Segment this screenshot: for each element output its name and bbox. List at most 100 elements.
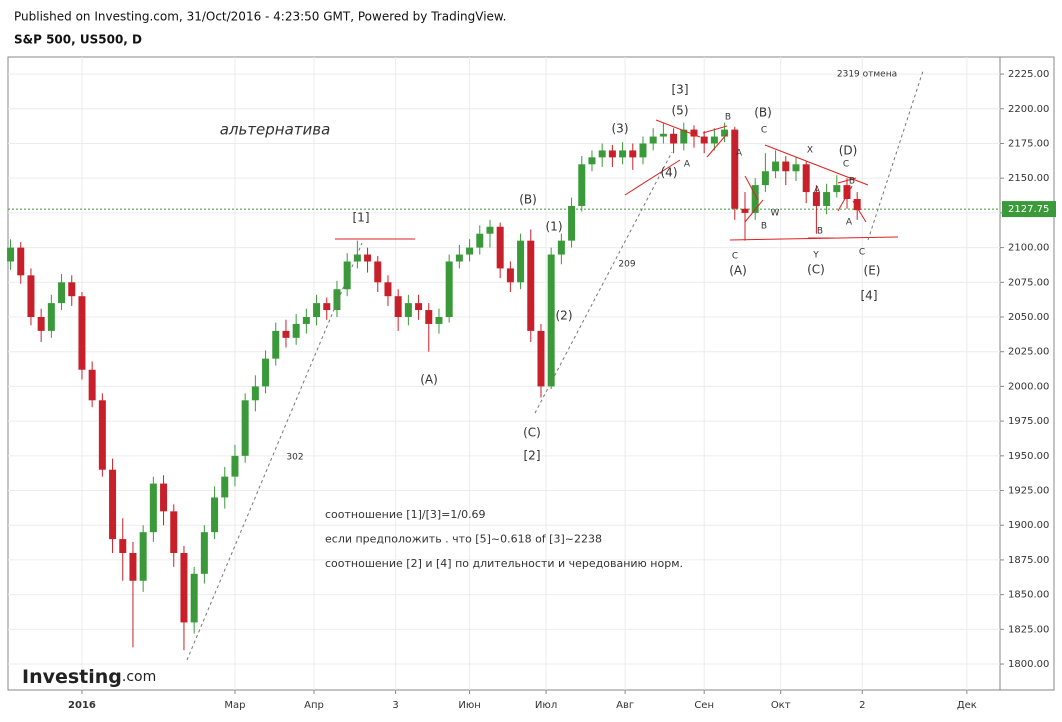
candle-body xyxy=(149,483,157,533)
y-tick-label: 1800.00 xyxy=(1008,659,1049,670)
candle-body xyxy=(241,400,249,456)
wave-label: 209 xyxy=(618,260,635,270)
y-tick-label: 2200.00 xyxy=(1008,104,1049,115)
candle-body xyxy=(251,386,259,401)
published: Published on Investing.com, 31/Oct/2016 … xyxy=(14,10,506,24)
wave-label: [1] xyxy=(353,211,370,225)
wave-label: (C) xyxy=(807,263,825,277)
wave-label: (2) xyxy=(556,309,573,323)
candle-body xyxy=(292,323,300,338)
logo-suffix: .com xyxy=(122,669,156,685)
wave-label: (1) xyxy=(546,220,563,234)
candle-body xyxy=(537,330,545,387)
wave-label: X xyxy=(807,146,813,156)
candle-body xyxy=(98,400,106,470)
candle-body xyxy=(37,317,45,331)
wave-label: C xyxy=(761,126,767,136)
candle-body xyxy=(231,455,239,477)
candle-body xyxy=(180,552,188,623)
x-tick-label: Мар xyxy=(224,700,245,711)
logo-name: Investing xyxy=(22,666,122,688)
candle-body xyxy=(455,254,463,262)
candle-body xyxy=(517,240,525,283)
candle-body xyxy=(170,511,178,553)
candle-body xyxy=(598,150,606,158)
wave-label: B xyxy=(761,222,767,232)
candle-body xyxy=(262,358,270,387)
candle-body xyxy=(588,157,596,165)
x-tick-label: Окт xyxy=(771,700,791,711)
y-tick-label: 1950.00 xyxy=(1008,451,1049,462)
candle-body xyxy=(772,161,780,172)
candle-body xyxy=(394,296,402,318)
x-tick-label: 2016 xyxy=(68,700,96,711)
wave-label: C xyxy=(859,248,865,258)
candle-body xyxy=(843,185,851,200)
y-tick-label: 1875.00 xyxy=(1008,555,1049,566)
candle-body xyxy=(333,289,341,311)
drawings xyxy=(186,70,924,661)
candle-body xyxy=(833,185,841,193)
candle-body xyxy=(200,532,208,574)
candle-body xyxy=(670,133,678,144)
x-tick-label: Сен xyxy=(694,700,714,711)
candle-body xyxy=(527,240,535,331)
candle-body xyxy=(404,303,412,318)
candle-body xyxy=(47,303,55,331)
candle-body xyxy=(302,317,310,324)
wave-label: A xyxy=(846,218,853,228)
candle-body xyxy=(619,150,627,158)
wave-label: (4) xyxy=(661,166,678,180)
candle-body xyxy=(282,330,290,338)
note: соотношение [1]/[3]=1/0.69 xyxy=(325,508,486,521)
wave-label: (5) xyxy=(672,104,689,118)
candle-body xyxy=(731,129,739,209)
wave-label: B xyxy=(849,177,855,187)
candles xyxy=(7,122,861,651)
wave-label: альтернатива xyxy=(220,121,331,139)
y-tick-label: 2225.00 xyxy=(1008,69,1049,80)
y-tick-label: 2050.00 xyxy=(1008,312,1049,323)
candle-body xyxy=(557,240,565,255)
y-tick-label: 2025.00 xyxy=(1008,347,1049,358)
wave-label: B xyxy=(817,227,823,237)
candle-body xyxy=(690,129,698,137)
wave-label: (B) xyxy=(519,193,537,207)
candle-body xyxy=(129,552,137,581)
candle-body xyxy=(353,254,361,262)
candle-body xyxy=(7,247,15,262)
wave-label: (D) xyxy=(839,144,858,158)
candle-body xyxy=(68,282,76,297)
wave-label: B xyxy=(725,113,731,123)
wave-label: A xyxy=(684,160,691,170)
x-tick-label: Авг xyxy=(616,700,634,711)
candle-body xyxy=(802,164,810,193)
note: если предположить . что [5]~0.618 of [3]… xyxy=(325,533,602,546)
y-tick-label: 1900.00 xyxy=(1008,520,1049,531)
candle-body xyxy=(415,303,423,311)
candle-body xyxy=(823,192,831,206)
candle-body xyxy=(486,226,494,234)
y-tick-label: 2175.00 xyxy=(1008,138,1049,149)
candle-body xyxy=(160,483,168,512)
wave-label: [4] xyxy=(861,289,878,303)
y-tick-label: 2150.00 xyxy=(1008,173,1049,184)
candle-body xyxy=(272,330,280,359)
wave-label: [3] xyxy=(672,83,689,97)
x-tick-label: Дек xyxy=(957,700,977,711)
candle-body xyxy=(119,539,127,553)
candle-body xyxy=(496,226,504,269)
candle-body xyxy=(506,268,514,283)
candle-body xyxy=(721,129,729,137)
candle-body xyxy=(88,369,96,401)
candle-body xyxy=(323,303,331,311)
candle-body xyxy=(343,261,351,290)
y-tick-label: 1925.00 xyxy=(1008,486,1049,497)
candle-body xyxy=(27,275,35,318)
candle-body xyxy=(649,136,657,144)
wave-label: A xyxy=(736,149,743,159)
symbol: S&P 500, US500, D xyxy=(14,33,142,47)
frame xyxy=(7,56,1055,691)
